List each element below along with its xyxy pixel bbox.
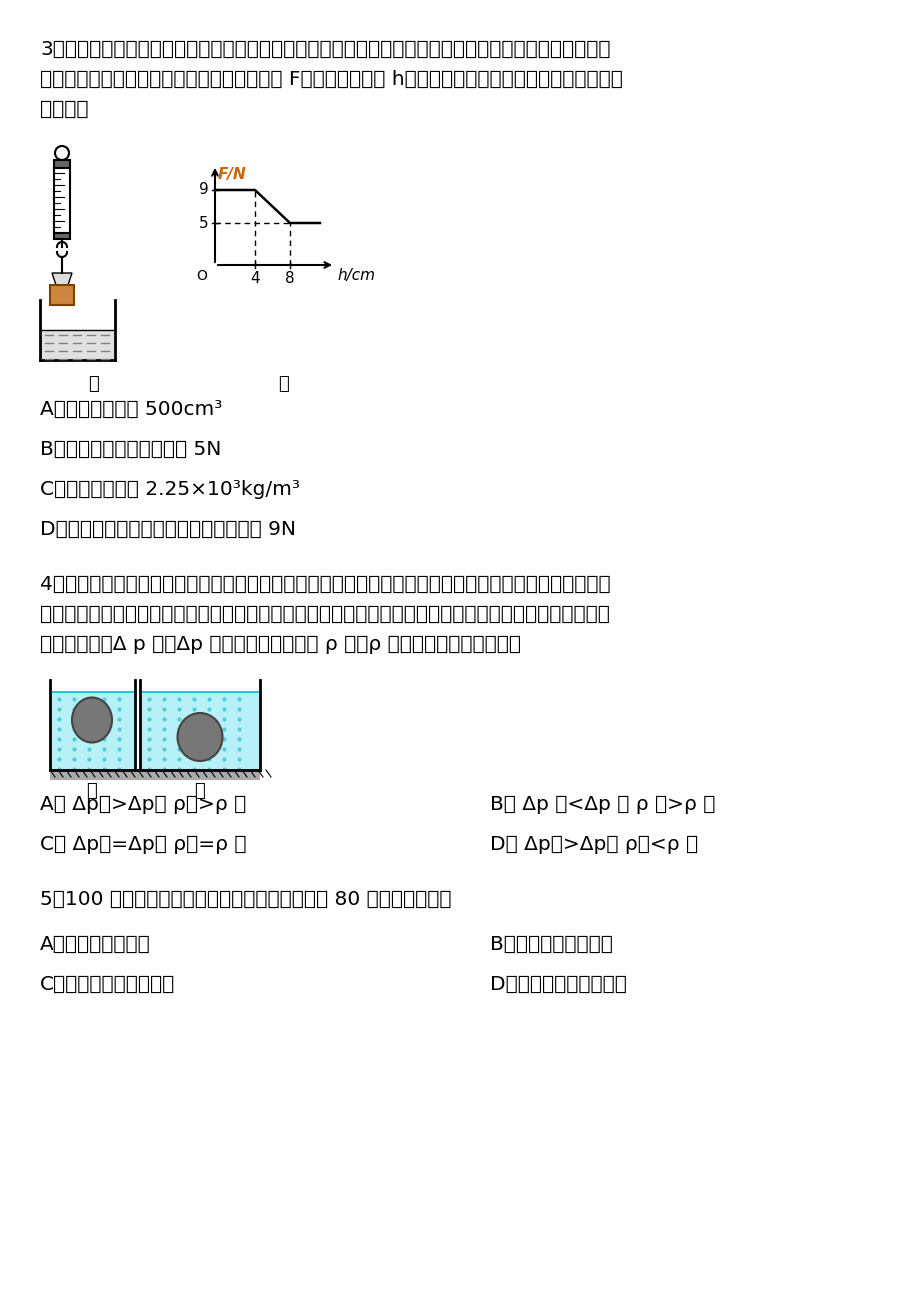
Text: F/N: F/N [218,167,246,182]
Text: D．无法确定物体的沉浮: D．无法确定物体的沉浮 [490,975,626,993]
Text: C．物体将悬浮在液体中: C．物体将悬浮在液体中 [40,975,175,993]
Text: C． Δp甲=Δp乙 ρ甲=ρ 乙: C． Δp甲=Δp乙 ρ甲=ρ 乙 [40,835,246,854]
Ellipse shape [72,698,112,742]
Text: 压强的变化量Δ p 甲、Δp 乙和甲乙液体的密度 ρ 甲、ρ 乙的大小关系是（　　）: 压强的变化量Δ p 甲、Δp 乙和甲乙液体的密度 ρ 甲、ρ 乙的大小关系是（ … [40,635,520,654]
FancyBboxPatch shape [51,691,134,769]
Text: A．物体将沉入杯底: A．物体将沉入杯底 [40,935,151,954]
Text: 乙: 乙 [195,783,205,799]
Text: B．物体将浮在液面上: B．物体将浮在液面上 [490,935,612,954]
Text: D．物体刚浸没时下表面受到水的压力是 9N: D．物体刚浸没时下表面受到水的压力是 9N [40,519,296,539]
FancyBboxPatch shape [54,233,70,240]
Text: 甲: 甲 [86,783,97,799]
Text: 4: 4 [250,271,259,286]
Text: B．物体受到的最大浮力是 5N: B．物体受到的最大浮力是 5N [40,440,221,460]
Polygon shape [52,273,72,285]
Text: 5: 5 [199,216,209,230]
FancyBboxPatch shape [41,329,114,359]
Text: 乙: 乙 [278,375,289,393]
Text: 逐渐浸入水中如图甲；图乙是弹簧测力计示数 F与物体下降高度 h变化关系的图像，则下列说法中正确的是: 逐渐浸入水中如图甲；图乙是弹簧测力计示数 F与物体下降高度 h变化关系的图像，则… [40,70,622,89]
Text: A． Δp甲>Δp乙 ρ甲>ρ 乙: A． Δp甲>Δp乙 ρ甲>ρ 乙 [40,796,246,814]
FancyBboxPatch shape [50,285,74,305]
Text: A．物体的体积是 500cm³: A．物体的体积是 500cm³ [40,400,222,419]
Text: B． Δp 甲<Δp 乙 ρ 甲>ρ 乙: B． Δp 甲<Δp 乙 ρ 甲>ρ 乙 [490,796,715,814]
FancyBboxPatch shape [50,769,260,780]
Text: 3、弹簧测力计下挂一长方体物体，将物体从盛有适量水的烧杯上方离水面某一高度处缓缓下降，然后将其: 3、弹簧测力计下挂一长方体物体，将物体从盛有适量水的烧杯上方离水面某一高度处缓缓… [40,40,610,59]
FancyBboxPatch shape [141,691,259,769]
Text: D． Δp甲>Δp乙 ρ甲<ρ 乙: D． Δp甲>Δp乙 ρ甲<ρ 乙 [490,835,698,854]
Text: h/cm: h/cm [336,268,375,283]
Ellipse shape [177,713,222,760]
Text: 中，小球静止时的位置如图所示，此时两液面刚好齐平。若将这两小球从液体中取出，则液体对容器底部的: 中，小球静止时的位置如图所示，此时两液面刚好齐平。若将这两小球从液体中取出，则液… [40,605,609,624]
Text: O: O [196,270,207,283]
Text: C．物体的密度是 2.25×10³kg/m³: C．物体的密度是 2.25×10³kg/m³ [40,480,300,499]
Text: 9: 9 [199,182,209,198]
Text: 甲: 甲 [88,375,98,393]
FancyBboxPatch shape [54,160,70,168]
Text: 5、100 克物体放在盛放液体的杯子里，溢出液体 80 克，则（　　）: 5、100 克物体放在盛放液体的杯子里，溢出液体 80 克，则（ ） [40,891,451,909]
FancyBboxPatch shape [54,168,70,233]
Text: （　　）: （ ） [40,100,88,118]
Text: 4、两个底面积不等的圆柱形容器，盛有甲乙两种不同的液体，将两个完全相同的小球分别浸入这两种液体: 4、两个底面积不等的圆柱形容器，盛有甲乙两种不同的液体，将两个完全相同的小球分别… [40,575,610,594]
Text: 8: 8 [285,271,294,286]
